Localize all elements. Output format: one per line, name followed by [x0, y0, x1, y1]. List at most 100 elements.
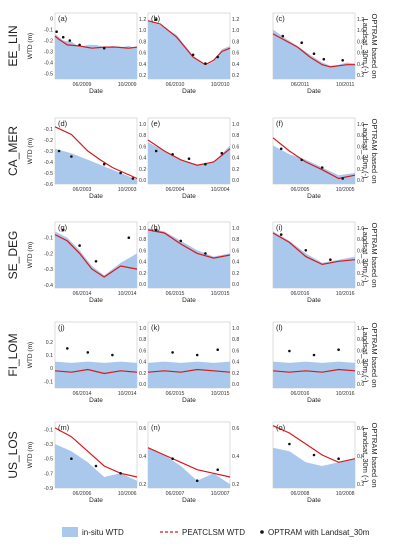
right-tick-label: 0.6 [357, 144, 364, 150]
optram-point [66, 347, 69, 350]
panel-letter: (m) [58, 423, 70, 432]
x-tick-label: 06/2014 [73, 391, 92, 397]
right-tick-label: 0.2 [232, 371, 239, 377]
panel-letter: (n) [151, 423, 161, 432]
legend-swatch-insitu [62, 527, 78, 537]
right-tick-label: 0.6 [357, 248, 364, 254]
y-axis-label: WTD (m) [27, 442, 34, 468]
legend-label-peatclsm: PEATCLSM WTD [182, 528, 245, 537]
y-tick-label: -0.3 [44, 442, 53, 448]
right-tick-label: 0.6 [139, 426, 146, 432]
optram-point [94, 464, 98, 468]
right-tick-label: 1.0 [357, 326, 364, 332]
x-tick-label: 06/2016 [291, 391, 310, 397]
panel-letter: (l) [276, 323, 283, 332]
site-label: US_LOS [6, 431, 20, 478]
right-tick-label: 0.8 [357, 237, 364, 243]
x-tick-label: 06/2014 [73, 291, 92, 297]
x-axis-label: Date [307, 497, 321, 504]
site-label: SE_DEG [6, 231, 20, 280]
x-axis-label: Date [307, 88, 321, 95]
right-tick-label: 1.0 [357, 226, 364, 232]
panel: (n) 0.2 0.4 0.6 06/2007 10/2007 Date [147, 421, 239, 504]
panel: (a) 0 -0.1 -0.2 -0.3 -0.4 -0.5 0.2 0.4 0.6 0.8 1.0 1… [44, 12, 146, 95]
right-tick-label: 1.0 [139, 28, 146, 34]
panel: (k) 0.0 0.2 0.4 0.6 0.8 1.0 06/2015 10/2015 Date [147, 321, 239, 404]
right-tick-label: 0.4 [232, 260, 239, 266]
x-tick-label: 10/2006 [118, 491, 137, 497]
right-tick-label: 0.8 [139, 337, 146, 343]
right-tick-label: 0.4 [357, 260, 364, 266]
panel: (f) 0.0 0.2 0.4 0.6 0.8 1.0 06/2005 10/2005 Date [272, 117, 364, 200]
y-tick-label: -0.1 [44, 28, 53, 34]
optram-point [191, 53, 195, 57]
right-tick-label: 0.6 [357, 51, 364, 57]
optram-point [70, 457, 73, 461]
optram-point [154, 18, 158, 21]
y-tick-label: -0.3 [44, 50, 53, 56]
right-axis-label-line: Landsat_30m (-) [361, 227, 370, 283]
right-tick-label: 0.4 [232, 360, 239, 366]
right-tick-label: 0.4 [139, 454, 146, 460]
site-label: EE_LIN [6, 25, 20, 66]
optram-point [102, 162, 106, 166]
insitu-area [148, 447, 230, 488]
panel: (o) 0.2 0.4 0.6 06/2008 10/2008 Date [272, 421, 364, 504]
legend-label-insitu: in-situ WTD [82, 528, 124, 537]
right-axis-label-line: OPTRAM based on [370, 322, 379, 387]
right-tick-label: 0.6 [232, 144, 239, 150]
right-tick-label: 1.0 [357, 28, 364, 34]
x-axis-label: Date [182, 88, 196, 95]
optram-point [57, 149, 61, 153]
panel: (j) 0.2 0.1 0 -0.1 0.0 0.2 0.4 0.6 0.8 1.0 06/2014 1… [44, 321, 146, 404]
insitu-area [148, 20, 230, 79]
y-axis-label: WTD (m) [27, 342, 34, 368]
x-axis-label: Date [182, 193, 196, 200]
optram-point [94, 260, 98, 263]
optram-point [216, 55, 219, 59]
x-axis-label: Date [89, 297, 103, 304]
optram-point [195, 479, 199, 483]
right-tick-label: 1.2 [232, 17, 239, 23]
panel-letter: (d) [58, 119, 68, 128]
x-axis-label: Date [307, 193, 321, 200]
right-tick-label: 0.2 [357, 73, 364, 79]
x-tick-label: 06/2008 [291, 491, 310, 497]
right-tick-label: 0.6 [357, 426, 364, 432]
x-tick-label: 06/2003 [73, 187, 92, 193]
y-tick-label: 0.2 [46, 340, 53, 346]
right-axis-label-line: OPTRAM based on [370, 118, 379, 183]
x-tick-label: 06/2006 [73, 491, 92, 497]
right-tick-label: 0.6 [232, 426, 239, 432]
optram-point [312, 353, 316, 357]
right-axis-label: OPTRAM based onLandsat_30m (-) [361, 118, 379, 183]
optram-point [78, 244, 81, 247]
right-tick-label: 0.4 [139, 156, 146, 162]
right-axis-label: OPTRAM based onLandsat_30m (-) [361, 322, 379, 387]
panel: (e) 0.0 0.2 0.4 0.6 0.8 1.0 06/2004 10/2004 Date [147, 117, 239, 200]
legend-swatch-optram [260, 530, 264, 534]
x-axis-label: Date [307, 297, 321, 304]
panel: (m) -0.1 -0.3 -0.5 -0.7 -0.9 0.2 0.4 0.6 06/2006 1… [44, 421, 146, 504]
y-tick-label: -0.4 [44, 61, 53, 67]
panel-letter: (a) [58, 14, 68, 23]
peatclsm-line [54, 35, 138, 49]
right-tick-label: 0.4 [357, 360, 364, 366]
optram-point [179, 239, 183, 243]
y-tick-label: -0.1 [44, 379, 53, 385]
right-tick-label: 0.2 [139, 167, 146, 173]
peatclsm-line [147, 139, 231, 166]
right-tick-label: 0.8 [357, 337, 364, 343]
optram-point [341, 177, 345, 180]
y-tick-label: -0.5 [44, 457, 53, 463]
right-tick-label: 0.0 [139, 282, 146, 288]
peatclsm-line [272, 33, 355, 68]
right-tick-label: 1.0 [357, 122, 364, 128]
optram-point [288, 349, 291, 353]
panel: (d) -0.1 -0.2 -0.3 -0.4 -0.5 -0.6 0.0 0.2 0.4 0.6 0… [44, 117, 146, 200]
optram-point [61, 228, 65, 232]
peatclsm-line [54, 126, 138, 180]
x-axis-label: Date [89, 88, 103, 95]
right-tick-label: 1.0 [232, 226, 239, 232]
peatclsm-line [272, 368, 356, 373]
